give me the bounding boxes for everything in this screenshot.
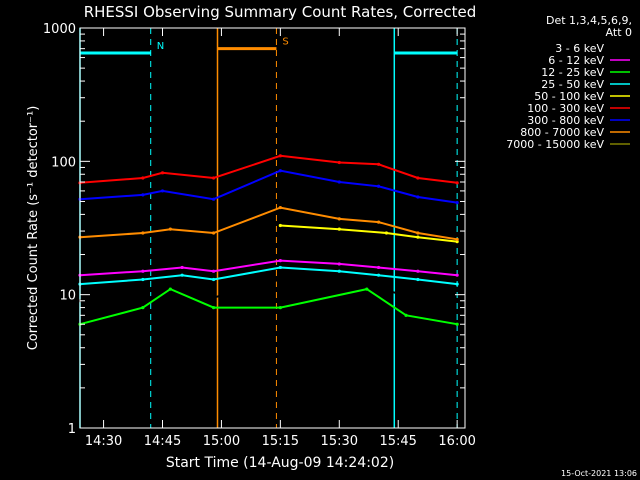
series-point: [455, 237, 459, 241]
series-point: [376, 162, 381, 166]
series-point: [416, 231, 420, 235]
plot-frame: [79, 27, 466, 429]
legend-label: 3 - 6 keV: [555, 42, 604, 55]
series-point: [278, 305, 282, 310]
legend-label: 800 - 7000 keV: [520, 126, 604, 139]
series-point: [416, 269, 420, 273]
series-point: [337, 269, 341, 273]
series-point: [337, 262, 341, 266]
plot-timestamp: 15-Oct-2021 13:06: [561, 469, 637, 478]
series-point: [211, 296, 216, 300]
series-point: [278, 259, 282, 263]
chart-title: RHESSI Observing Summary Count Rates, Co…: [84, 3, 477, 21]
series-point: [365, 287, 369, 291]
series-point: [141, 296, 145, 300]
legend-label: 100 - 300 keV: [527, 102, 604, 115]
series-point: [141, 277, 145, 282]
series-point: [455, 322, 459, 326]
series-point: [211, 197, 216, 201]
series-point: [455, 181, 459, 185]
series-point: [160, 189, 165, 193]
series-point: [455, 282, 459, 286]
x-axis-label: Start Time (14-Aug-09 14:24:02): [166, 455, 394, 471]
series-point: [141, 305, 145, 310]
series-point: [211, 176, 216, 180]
series-point: [278, 277, 282, 282]
x-tick-label: 16:00: [438, 434, 475, 449]
series-point: [376, 265, 381, 270]
series-point: [141, 269, 145, 273]
series-point: [416, 176, 420, 180]
y-axis-label: Corrected Count Rate (s⁻¹ detector⁻¹): [26, 106, 41, 351]
series-point: [455, 299, 459, 303]
series-point: [278, 154, 282, 158]
legend-label: 25 - 50 keV: [541, 78, 604, 91]
legend-label: 12 - 25 keV: [541, 66, 604, 79]
marker-label: N: [157, 41, 164, 52]
series-point: [384, 231, 389, 235]
marker-label: S: [282, 37, 288, 48]
legend-label: 300 - 800 keV: [527, 114, 604, 127]
legend-header: Att 0: [606, 26, 632, 39]
series-point: [211, 231, 216, 235]
series-point: [337, 217, 341, 221]
series-point: [416, 277, 420, 282]
series-point: [455, 273, 459, 277]
series-point: [416, 195, 420, 199]
series-point: [141, 193, 145, 197]
legend-label: 50 - 100 keV: [534, 90, 604, 103]
series-point: [160, 171, 165, 175]
series-point: [337, 180, 341, 184]
series-point: [337, 227, 341, 231]
x-tick-label: 15:00: [203, 434, 240, 449]
y-tick-label: 100: [51, 155, 76, 170]
series-point: [168, 227, 172, 231]
series-point: [278, 223, 282, 228]
x-tick-label: 15:30: [321, 434, 358, 449]
series-point: [278, 169, 282, 173]
series-point: [376, 287, 381, 291]
series-point: [455, 201, 459, 205]
legend-label: 6 - 12 keV: [548, 54, 604, 67]
series-point: [278, 265, 282, 270]
axes: 14:30 14:45 15:00 15:15 15:30 15:45 16:00 1 10 10…: [43, 22, 476, 449]
series-point: [141, 176, 145, 180]
series-point: [455, 240, 459, 244]
series-point: [278, 205, 282, 210]
series-point: [211, 277, 216, 282]
series-point: [416, 296, 420, 300]
series-point: [180, 273, 184, 277]
x-tick-label: 14:45: [144, 434, 181, 449]
y-tick-label: 10: [59, 289, 76, 304]
series-point: [376, 184, 381, 188]
series-point: [211, 269, 216, 273]
series-point: [168, 287, 172, 291]
x-tick-label: 14:30: [85, 434, 122, 449]
series-point: [337, 282, 341, 286]
series-line: [79, 287, 458, 326]
y-tick-label: 1000: [43, 22, 76, 37]
series-point: [180, 265, 184, 270]
series-point: [376, 220, 381, 224]
series-point: [141, 231, 145, 235]
series-point: [211, 305, 216, 310]
legend-label: 7000 - 15000 keV: [506, 138, 604, 151]
y-tick-label: 1: [68, 422, 76, 437]
x-tick-label: 15:45: [379, 434, 416, 449]
x-tick-label: 15:15: [262, 434, 299, 449]
series-point: [376, 273, 381, 277]
series-point: [337, 160, 341, 165]
legend-header: Det 1,3,4,5,6,9,: [546, 14, 632, 27]
series-point: [416, 235, 420, 239]
series-point: [404, 313, 408, 317]
